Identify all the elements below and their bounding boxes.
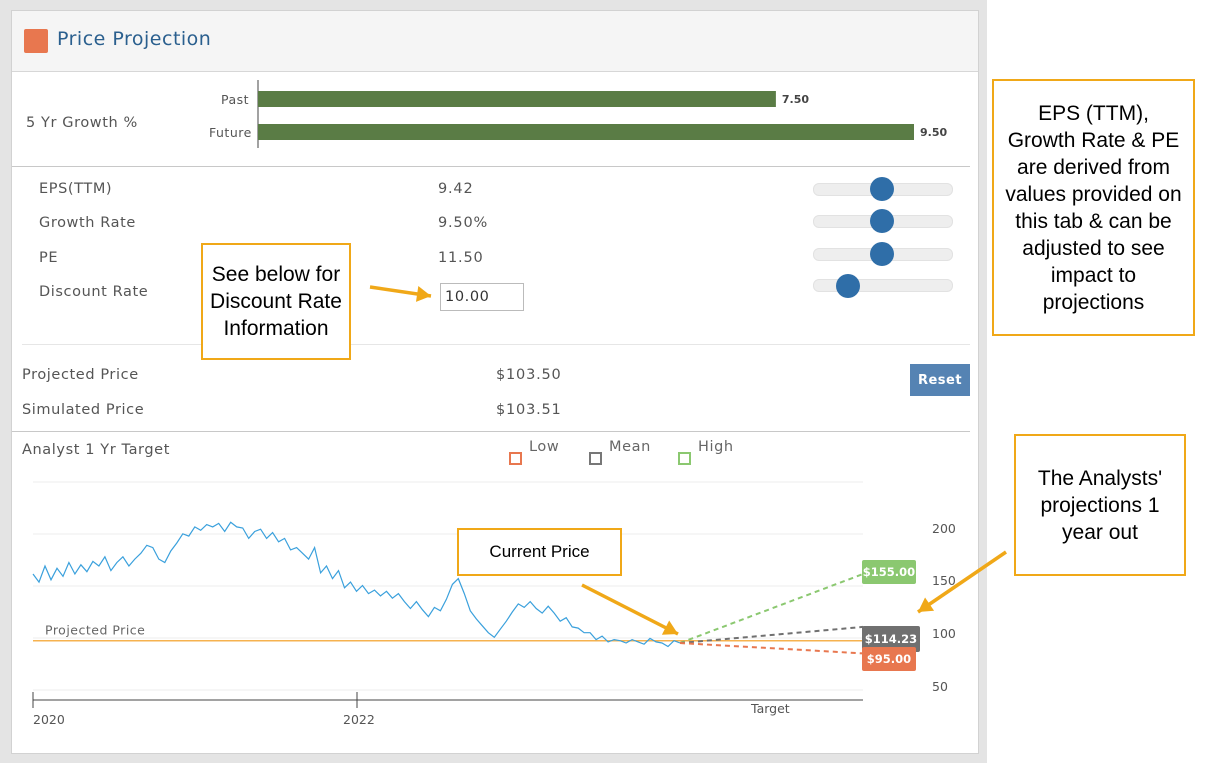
eps-slider-handle[interactable] <box>870 177 894 201</box>
panel-header: Price Projection <box>12 11 978 72</box>
section-divider <box>12 166 970 167</box>
growth-slider-handle[interactable] <box>870 209 894 233</box>
price-history-chart: Projected Price 200 150 100 50 2020 2022 Target <box>32 481 956 727</box>
y-tick-label: 150 <box>932 573 956 588</box>
arrow-to-current-price-head <box>661 620 678 635</box>
analyst-target-label: Analyst 1 Yr Target <box>22 442 170 458</box>
arrow-to-targets-head <box>918 597 935 612</box>
growth-bar-value: 9.50 <box>920 126 947 139</box>
arrow-to-targets <box>917 550 1007 614</box>
simulated-price-value: $103.51 <box>496 402 562 418</box>
reset-button[interactable]: Reset <box>910 364 970 396</box>
params-divider <box>22 344 970 345</box>
target-line-high <box>679 573 864 644</box>
current-price-callout: Current Price <box>457 528 622 576</box>
legend-high-label[interactable]: High <box>698 439 734 455</box>
panel-title: Price Projection <box>57 28 212 50</box>
discount-rate-input[interactable] <box>440 283 524 311</box>
price-series-line <box>32 521 681 648</box>
legend-mean-label[interactable]: Mean <box>609 439 651 455</box>
growth-bar-past <box>258 91 776 107</box>
y-tick-label: 100 <box>932 626 956 641</box>
eps-explanation-callout: EPS (TTM), Growth Rate & PE are derived … <box>992 79 1195 336</box>
panel-icon <box>24 29 48 53</box>
discount-rate-callout: See below for Discount Rate Information <box>201 243 351 360</box>
target-axis-label: Target <box>750 701 790 716</box>
eps-value: 9.42 <box>438 181 474 197</box>
callout-arrows <box>369 285 1007 636</box>
legend-low-label[interactable]: Low <box>529 439 560 455</box>
eps-label: EPS(TTM) <box>39 181 113 197</box>
growth-bar-past-label: Past <box>221 92 250 107</box>
discount-slider-handle[interactable] <box>835 274 860 298</box>
y-tick-label: 200 <box>932 521 956 536</box>
growth-rate-label: Growth Rate <box>39 215 136 231</box>
target-line-mean <box>679 625 864 645</box>
projected-price-value: $103.50 <box>496 367 562 383</box>
analyst-projections-callout: The Analysts' projections 1 year out <box>1014 434 1186 576</box>
arrow-to-current-price <box>581 583 679 636</box>
target-low-tag: $95.00 <box>862 647 916 671</box>
legend-mean-swatch <box>589 452 602 465</box>
discount-rate-label: Discount Rate <box>39 284 149 300</box>
x-tick-label: 2020 <box>33 712 65 727</box>
growth-bar-future-label: Future <box>209 125 252 140</box>
results-divider <box>12 431 970 432</box>
legend-high-swatch <box>678 452 691 465</box>
legend-low-swatch <box>509 452 522 465</box>
growth-bar-chart: 7.50 9.50 <box>257 80 947 148</box>
arrow-to-discount-input-head <box>415 286 431 302</box>
growth-bar-value: 7.50 <box>782 93 809 106</box>
growth-label: 5 Yr Growth % <box>26 115 138 131</box>
x-tick-label: 2022 <box>343 712 375 727</box>
y-tick-label: 50 <box>932 679 948 694</box>
projected-price-line-label: Projected Price <box>45 623 145 638</box>
pe-slider-handle[interactable] <box>870 242 894 266</box>
growth-bar-future <box>258 124 914 140</box>
projected-price-label: Projected Price <box>22 367 139 383</box>
pe-label: PE <box>39 250 59 266</box>
growth-rate-value: 9.50% <box>438 215 489 231</box>
target-line-low <box>679 642 864 655</box>
simulated-price-label: Simulated Price <box>22 402 145 418</box>
target-high-tag: $155.00 <box>862 560 916 584</box>
pe-value: 11.50 <box>438 250 484 266</box>
